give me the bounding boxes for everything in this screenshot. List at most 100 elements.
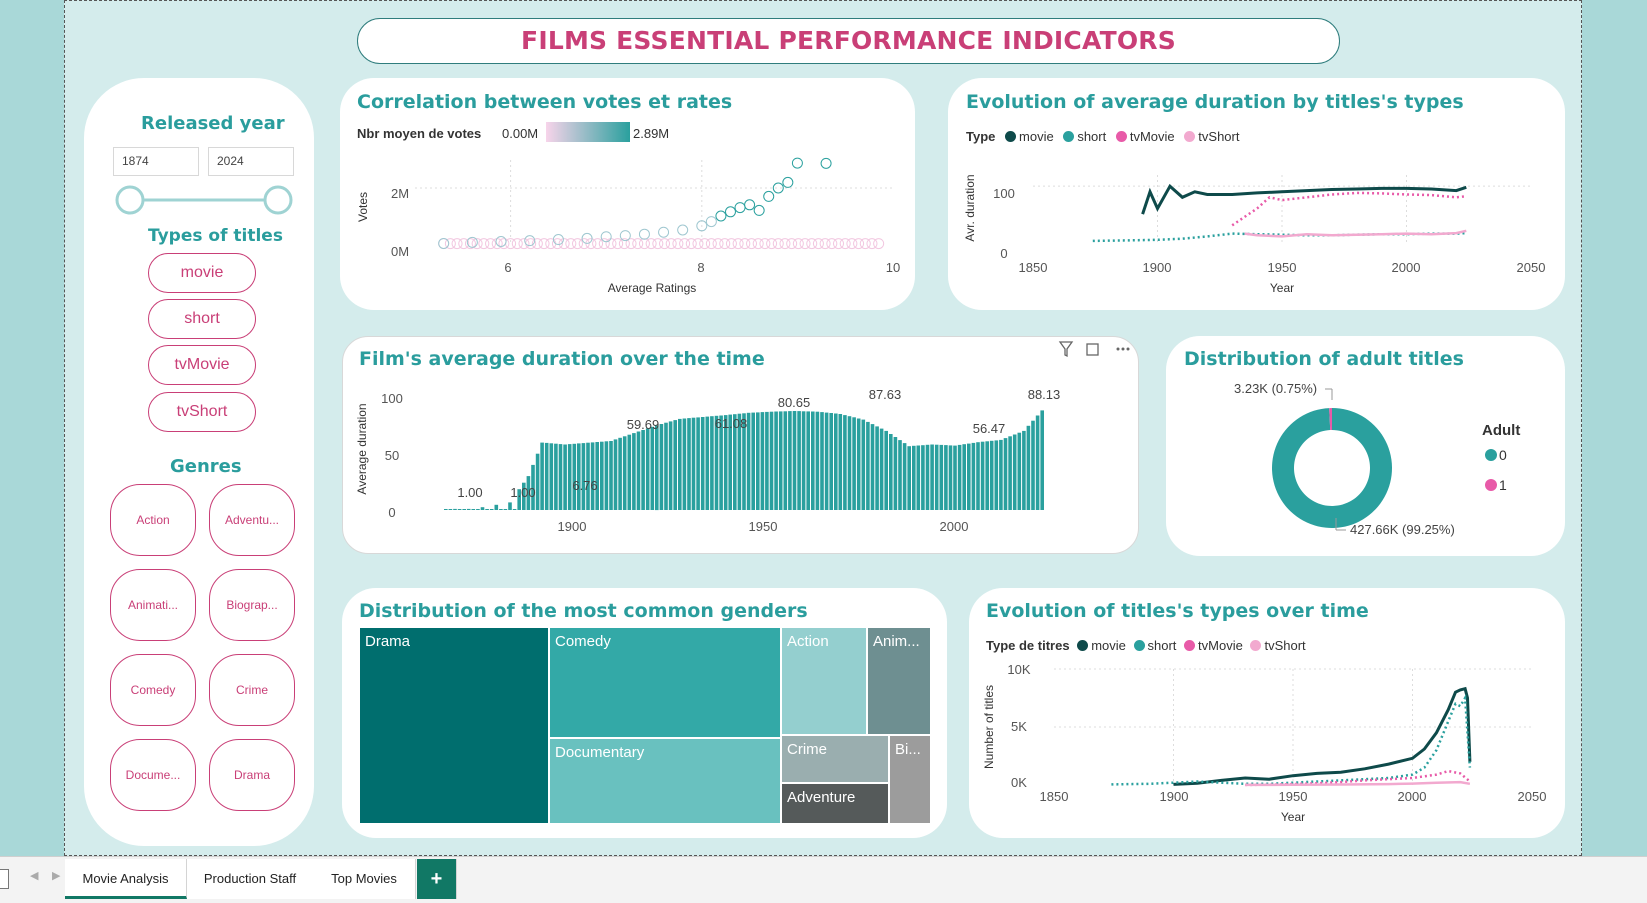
donut-label-small: 3.23K (0.75%) <box>1234 381 1317 396</box>
treemap-cell-crime[interactable]: Crime <box>781 735 889 783</box>
duration-bar <box>879 428 884 510</box>
scatter-point <box>600 231 612 243</box>
duration-bar <box>462 509 466 510</box>
duration-bar <box>581 443 586 510</box>
scatter-point <box>759 238 771 250</box>
treemap-cell-adventure[interactable]: Adventure <box>781 783 889 824</box>
duration-bar <box>544 442 549 510</box>
scatter-point <box>826 238 838 250</box>
treemap-cell-animation[interactable]: Anim... <box>867 627 931 735</box>
duration-bar <box>728 414 732 510</box>
evo-types-legend-label: Type de titres <box>986 638 1070 653</box>
duration-bar <box>687 418 691 510</box>
legend-movie: movie <box>1091 638 1126 653</box>
year-from-input[interactable]: 1874 <box>113 147 199 176</box>
filter-icon[interactable] <box>1058 341 1074 358</box>
report-title: FILMS ESSENTIAL PERFORMANCE INDICATORS <box>521 26 1176 55</box>
scatter-point <box>799 238 811 250</box>
genre-crime[interactable]: Crime <box>209 654 295 726</box>
duration-bar <box>1003 438 1008 510</box>
scatter-point <box>712 238 724 250</box>
evo-types-legend: Type de titres movie short tvMovie tvSho… <box>986 638 1306 653</box>
film-duration-ytick-50: 50 <box>385 448 399 463</box>
scatter-point <box>612 238 624 250</box>
evo-duration-xtick-2000: 2000 <box>1392 260 1421 275</box>
duration-bar <box>939 444 944 510</box>
tab-movie-analysis[interactable]: Movie Analysis <box>65 859 187 899</box>
scatter-card[interactable] <box>340 78 915 310</box>
type-pill-tvmovie[interactable]: tvMovie <box>148 345 256 385</box>
scatter-point <box>724 206 736 218</box>
duration-bar <box>659 424 664 510</box>
duration-bar <box>999 439 1003 510</box>
evo-duration-chart[interactable]: Avr. duration 100 0 1850 1900 1950 2000 … <box>948 150 1565 300</box>
scatter-point <box>792 238 804 250</box>
duration-bar <box>499 509 503 510</box>
duration-bar <box>494 504 499 510</box>
treemap-cell-drama[interactable]: Drama <box>359 627 549 824</box>
scatter-point <box>732 238 744 250</box>
left-strip <box>0 0 64 856</box>
duration-bar <box>567 444 572 510</box>
scatter-point <box>791 157 803 169</box>
scatter-point <box>873 238 885 250</box>
treemap-cell-documentary[interactable]: Documentary <box>549 738 781 824</box>
duration-bar <box>485 509 489 510</box>
genre-comedy[interactable]: Comedy <box>110 654 196 726</box>
scatter-legend-min: 0.00M <box>502 126 539 141</box>
genre-biography[interactable]: Biograp... <box>209 569 295 641</box>
film-duration-chart[interactable]: Average duration 100 50 0 1900 1950 2000… <box>342 380 1139 540</box>
scatter-gridlines <box>415 160 893 244</box>
more-options-icon[interactable] <box>1116 347 1120 351</box>
duration-bar <box>980 441 985 510</box>
slider-handle-end[interactable] <box>263 185 293 215</box>
duration-bar <box>632 433 636 510</box>
genre-drama[interactable]: Drama <box>209 739 295 811</box>
evo-types-chart[interactable]: Number of titles 10K 5K 0K 1850 1900 195… <box>969 655 1565 833</box>
evo-types-xtick-2050: 2050 <box>1518 789 1547 804</box>
type-pill-short[interactable]: short <box>148 299 256 339</box>
scatter-point <box>632 238 644 250</box>
treemap-cell-action[interactable]: Action <box>781 627 867 735</box>
donut-label-big: 427.66K (99.25%) <box>1350 522 1455 537</box>
scatter-point <box>645 238 657 250</box>
duration-bar <box>622 436 627 510</box>
genre-action[interactable]: Action <box>110 484 196 556</box>
year-range-slider[interactable] <box>112 184 297 218</box>
slider-handle-start[interactable] <box>115 185 145 215</box>
duration-bar <box>609 441 613 510</box>
genre-animation[interactable]: Animati... <box>110 569 196 641</box>
scatter-chart[interactable]: Votes 2M 2M 0M 6 8 10 Average Ratings <box>340 150 915 300</box>
tab-scroll-left-icon[interactable]: ◀ <box>30 870 39 882</box>
tab-scroll-right-icon[interactable]: ▶ <box>52 870 61 882</box>
add-page-button[interactable]: + <box>417 859 457 899</box>
legend-dot-icon <box>1184 131 1196 142</box>
tab-top-movies[interactable]: Top Movies <box>313 859 416 899</box>
film-duration-xtick-1900: 1900 <box>558 519 587 534</box>
year-to-input[interactable]: 2024 <box>208 147 294 176</box>
scatter-x-label: Average Ratings <box>608 281 697 295</box>
duration-bar <box>861 419 866 510</box>
duration-bar <box>508 502 512 510</box>
treemap-cell-biography[interactable]: Bi... <box>889 735 931 824</box>
genre-documentary[interactable]: Docume... <box>110 739 196 811</box>
duration-bar <box>641 430 645 510</box>
duration-bar <box>921 445 925 510</box>
duration-bar <box>558 444 563 510</box>
scatter-point <box>705 216 717 228</box>
evo-types-xtick-1850: 1850 <box>1040 789 1069 804</box>
adult-donut-chart[interactable]: 3.23K (0.75%) 427.66K (99.25%) Adult 0 1 <box>1166 370 1565 550</box>
type-pill-movie[interactable]: movie <box>148 253 256 293</box>
sheet-nav-icon[interactable] <box>0 869 9 889</box>
evo-duration-xtick-1850: 1850 <box>1019 260 1048 275</box>
duration-bar <box>811 411 815 510</box>
duration-bar <box>531 464 535 510</box>
genre-adventure[interactable]: Adventu... <box>209 484 295 556</box>
type-pill-tvshort[interactable]: tvShort <box>148 392 256 432</box>
duration-bar <box>884 430 888 510</box>
duration-bar <box>489 509 494 510</box>
focus-mode-icon[interactable] <box>1086 343 1099 356</box>
scatter-point <box>786 238 798 250</box>
treemap-cell-comedy[interactable]: Comedy <box>549 627 781 738</box>
tab-production-staff[interactable]: Production Staff <box>187 859 314 899</box>
